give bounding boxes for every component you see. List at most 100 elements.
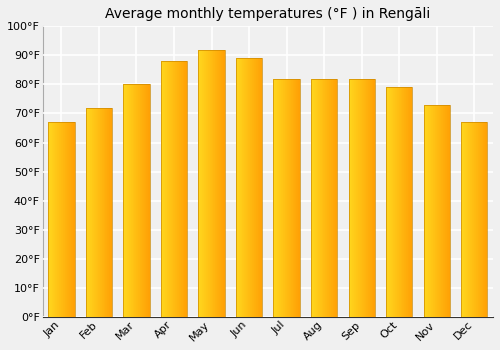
Bar (241, 58, 242, 317)
Bar (386, 87, 388, 317)
Bar (124, 84, 150, 317)
Bar (442, 105, 444, 317)
Bar (364, 79, 365, 317)
Bar (315, 79, 316, 317)
Bar (87, 108, 88, 317)
Bar (258, 58, 259, 317)
Bar (365, 79, 366, 317)
Bar (141, 84, 142, 317)
Bar (424, 105, 425, 317)
Bar (100, 108, 101, 317)
Bar (368, 79, 369, 317)
Bar (370, 79, 371, 317)
Bar (240, 58, 241, 317)
Bar (260, 58, 261, 317)
Bar (129, 84, 130, 317)
Bar (404, 87, 405, 317)
Bar (242, 58, 243, 317)
Bar (207, 49, 208, 317)
Bar (128, 84, 129, 317)
Bar (124, 84, 126, 317)
Bar (275, 79, 276, 317)
Bar (247, 58, 248, 317)
Bar (362, 79, 363, 317)
Bar (397, 87, 398, 317)
Bar (399, 87, 400, 317)
Bar (170, 61, 172, 317)
Bar (350, 79, 351, 317)
Bar (324, 79, 325, 317)
Bar (477, 122, 478, 317)
Bar (72, 122, 73, 317)
Bar (486, 122, 487, 317)
Bar (472, 122, 473, 317)
Bar (469, 122, 470, 317)
Bar (322, 79, 323, 317)
Bar (57, 122, 58, 317)
Bar (432, 105, 433, 317)
Bar (327, 79, 328, 317)
Bar (103, 108, 104, 317)
Bar (198, 49, 224, 317)
Bar (402, 87, 403, 317)
Bar (487, 122, 488, 317)
Bar (198, 49, 199, 317)
Bar (276, 79, 278, 317)
Bar (208, 49, 209, 317)
Bar (408, 87, 409, 317)
Bar (274, 79, 275, 317)
Bar (251, 58, 252, 317)
Bar (257, 58, 258, 317)
Bar (426, 105, 427, 317)
Bar (316, 79, 317, 317)
Bar (89, 108, 90, 317)
Bar (146, 84, 147, 317)
Bar (280, 79, 281, 317)
Bar (136, 84, 137, 317)
Bar (427, 105, 428, 317)
Bar (436, 105, 438, 317)
Bar (239, 58, 240, 317)
Bar (134, 84, 135, 317)
Bar (246, 58, 247, 317)
Bar (284, 79, 286, 317)
Bar (446, 105, 448, 317)
Bar (143, 84, 144, 317)
Bar (467, 122, 468, 317)
Bar (476, 122, 477, 317)
Bar (440, 105, 442, 317)
Bar (429, 105, 430, 317)
Bar (298, 79, 299, 317)
Bar (484, 122, 485, 317)
Bar (140, 84, 141, 317)
Bar (461, 122, 487, 317)
Bar (352, 79, 353, 317)
Bar (68, 122, 69, 317)
Bar (479, 122, 480, 317)
Bar (290, 79, 291, 317)
Bar (367, 79, 368, 317)
Bar (354, 79, 355, 317)
Bar (54, 122, 55, 317)
Bar (60, 122, 62, 317)
Bar (293, 79, 294, 317)
Bar (448, 105, 449, 317)
Bar (400, 87, 401, 317)
Bar (165, 61, 166, 317)
Bar (392, 87, 394, 317)
Bar (465, 122, 466, 317)
Bar (373, 79, 374, 317)
Bar (245, 58, 246, 317)
Bar (138, 84, 139, 317)
Bar (179, 61, 180, 317)
Bar (438, 105, 440, 317)
Bar (480, 122, 481, 317)
Bar (481, 122, 482, 317)
Bar (96, 108, 97, 317)
Bar (109, 108, 110, 317)
Bar (357, 79, 358, 317)
Bar (255, 58, 256, 317)
Bar (314, 79, 315, 317)
Bar (104, 108, 105, 317)
Bar (291, 79, 292, 317)
